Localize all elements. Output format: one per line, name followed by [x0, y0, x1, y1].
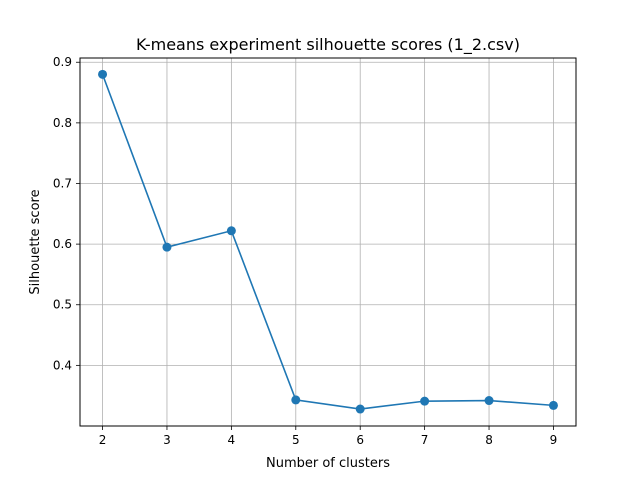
y-axis: 0.4 0.5 0.6 0.7 0.8 0.9: [53, 55, 80, 372]
x-tick-label: 5: [292, 433, 300, 447]
x-tick-label: 3: [163, 433, 171, 447]
x-axis: 2 3 4 5 6 7 8 9: [99, 426, 558, 447]
data-point: [355, 404, 365, 414]
y-tick-label: 0.5: [53, 298, 72, 312]
x-tick-label: 6: [356, 433, 364, 447]
x-tick-label: 4: [228, 433, 236, 447]
y-tick-label: 0.6: [53, 237, 72, 251]
data-point: [291, 395, 301, 405]
series-line: [101, 74, 554, 410]
y-tick-label: 0.8: [53, 116, 72, 130]
x-tick-label: 8: [485, 433, 493, 447]
grid: [80, 58, 576, 426]
data-point: [420, 396, 430, 406]
y-tick-label: 0.7: [53, 176, 72, 190]
y-axis-label: Silhouette score: [28, 189, 43, 294]
chart-title: K-means experiment silhouette scores (1_…: [136, 35, 520, 55]
data-point: [226, 226, 236, 236]
x-tick-label: 9: [550, 433, 558, 447]
x-tick-label: 2: [99, 433, 107, 447]
x-axis-label: Number of clusters: [266, 456, 390, 471]
series-layer: [98, 69, 558, 414]
data-point: [98, 69, 108, 79]
x-tick-label: 7: [421, 433, 429, 447]
axes-frame: [79, 57, 577, 427]
data-point: [548, 400, 558, 410]
y-tick-label: 0.4: [53, 358, 72, 372]
data-point: [484, 396, 494, 406]
y-tick-label: 0.9: [53, 55, 72, 69]
data-point: [162, 242, 172, 252]
